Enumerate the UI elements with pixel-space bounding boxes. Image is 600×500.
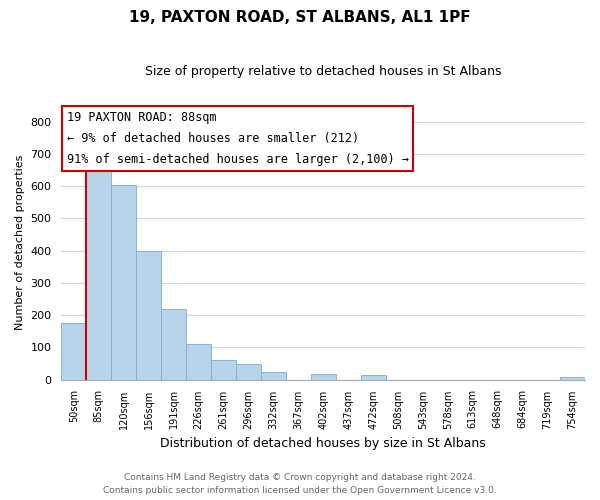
Bar — [111, 184, 136, 380]
Bar — [161, 310, 186, 380]
Title: Size of property relative to detached houses in St Albans: Size of property relative to detached ho… — [145, 65, 502, 78]
X-axis label: Distribution of detached houses by size in St Albans: Distribution of detached houses by size … — [160, 437, 486, 450]
Bar — [261, 372, 286, 380]
Bar — [136, 250, 161, 380]
Bar — [186, 344, 211, 380]
Text: 19, PAXTON ROAD, ST ALBANS, AL1 1PF: 19, PAXTON ROAD, ST ALBANS, AL1 1PF — [129, 10, 471, 25]
Text: 19 PAXTON ROAD: 88sqm
← 9% of detached houses are smaller (212)
91% of semi-deta: 19 PAXTON ROAD: 88sqm ← 9% of detached h… — [67, 111, 409, 166]
Bar — [311, 374, 335, 380]
Bar — [61, 323, 86, 380]
Bar — [361, 376, 386, 380]
Y-axis label: Number of detached properties: Number of detached properties — [15, 155, 25, 330]
Bar — [560, 377, 585, 380]
Text: Contains HM Land Registry data © Crown copyright and database right 2024.
Contai: Contains HM Land Registry data © Crown c… — [103, 474, 497, 495]
Bar — [86, 167, 111, 380]
Bar — [211, 360, 236, 380]
Bar — [236, 364, 261, 380]
